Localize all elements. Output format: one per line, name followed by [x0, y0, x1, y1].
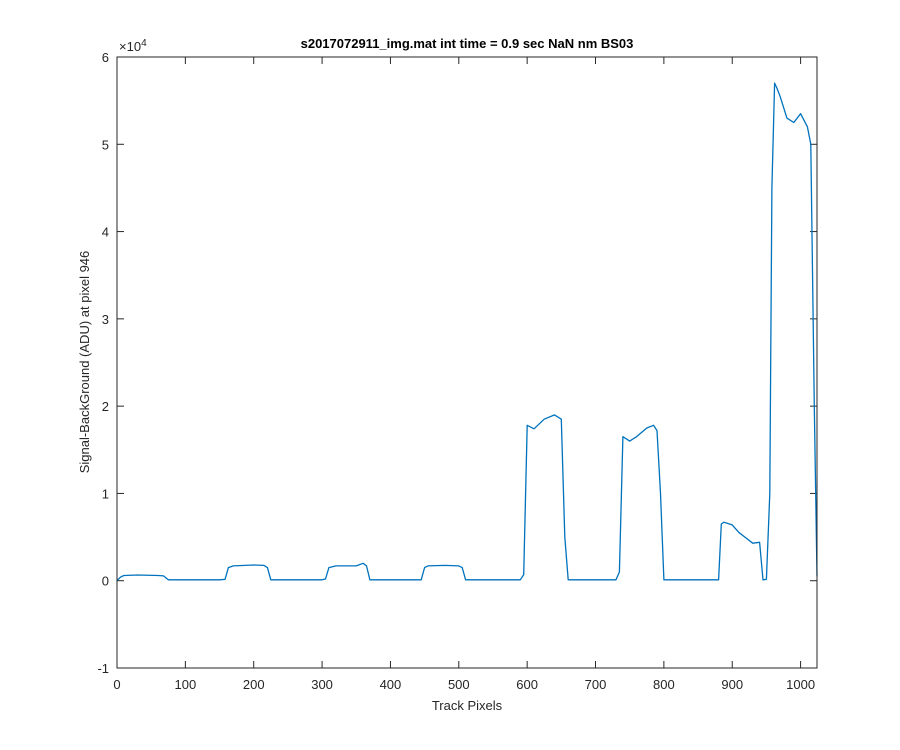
y-tick-label: 4	[102, 225, 109, 240]
y-exponent-power: 4	[141, 38, 147, 49]
y-exponent-label: ×104	[119, 38, 147, 54]
y-tick-label: 0	[102, 574, 109, 589]
y-tick-label: 6	[102, 50, 109, 65]
x-tick-label: 500	[448, 677, 470, 692]
x-tick-label: 600	[516, 677, 538, 692]
y-tick-label: 5	[102, 137, 109, 152]
y-tick-label: 1	[102, 486, 109, 501]
y-axis-label: Signal-BackGround (ADU) at pixel 946	[77, 251, 92, 474]
x-tick-label: 100	[175, 677, 197, 692]
x-tick-label: 400	[380, 677, 402, 692]
y-tick-label: 2	[102, 399, 109, 414]
y-exponent-base: ×10	[119, 39, 141, 54]
y-tick-label: -1	[97, 661, 109, 676]
x-axis-label: Track Pixels	[432, 698, 503, 713]
axis-ticks: 0 100 200 300 400 500 600 700 800 900 1000 -1 0 1 2 3 4 5…	[97, 50, 817, 692]
x-tick-label: 0	[113, 677, 120, 692]
plot-area	[117, 57, 817, 668]
x-tick-label: 700	[585, 677, 607, 692]
chart-title: s2017072911_img.mat int time = 0.9 sec N…	[301, 36, 634, 51]
x-tick-label: 900	[721, 677, 743, 692]
x-tick-label: 1000	[786, 677, 815, 692]
series-line	[116, 82, 818, 582]
x-tick-label: 200	[243, 677, 265, 692]
axes-box	[116, 56, 818, 669]
x-tick-label: 800	[653, 677, 675, 692]
y-tick-label: 3	[102, 312, 109, 327]
x-tick-label: 300	[311, 677, 333, 692]
